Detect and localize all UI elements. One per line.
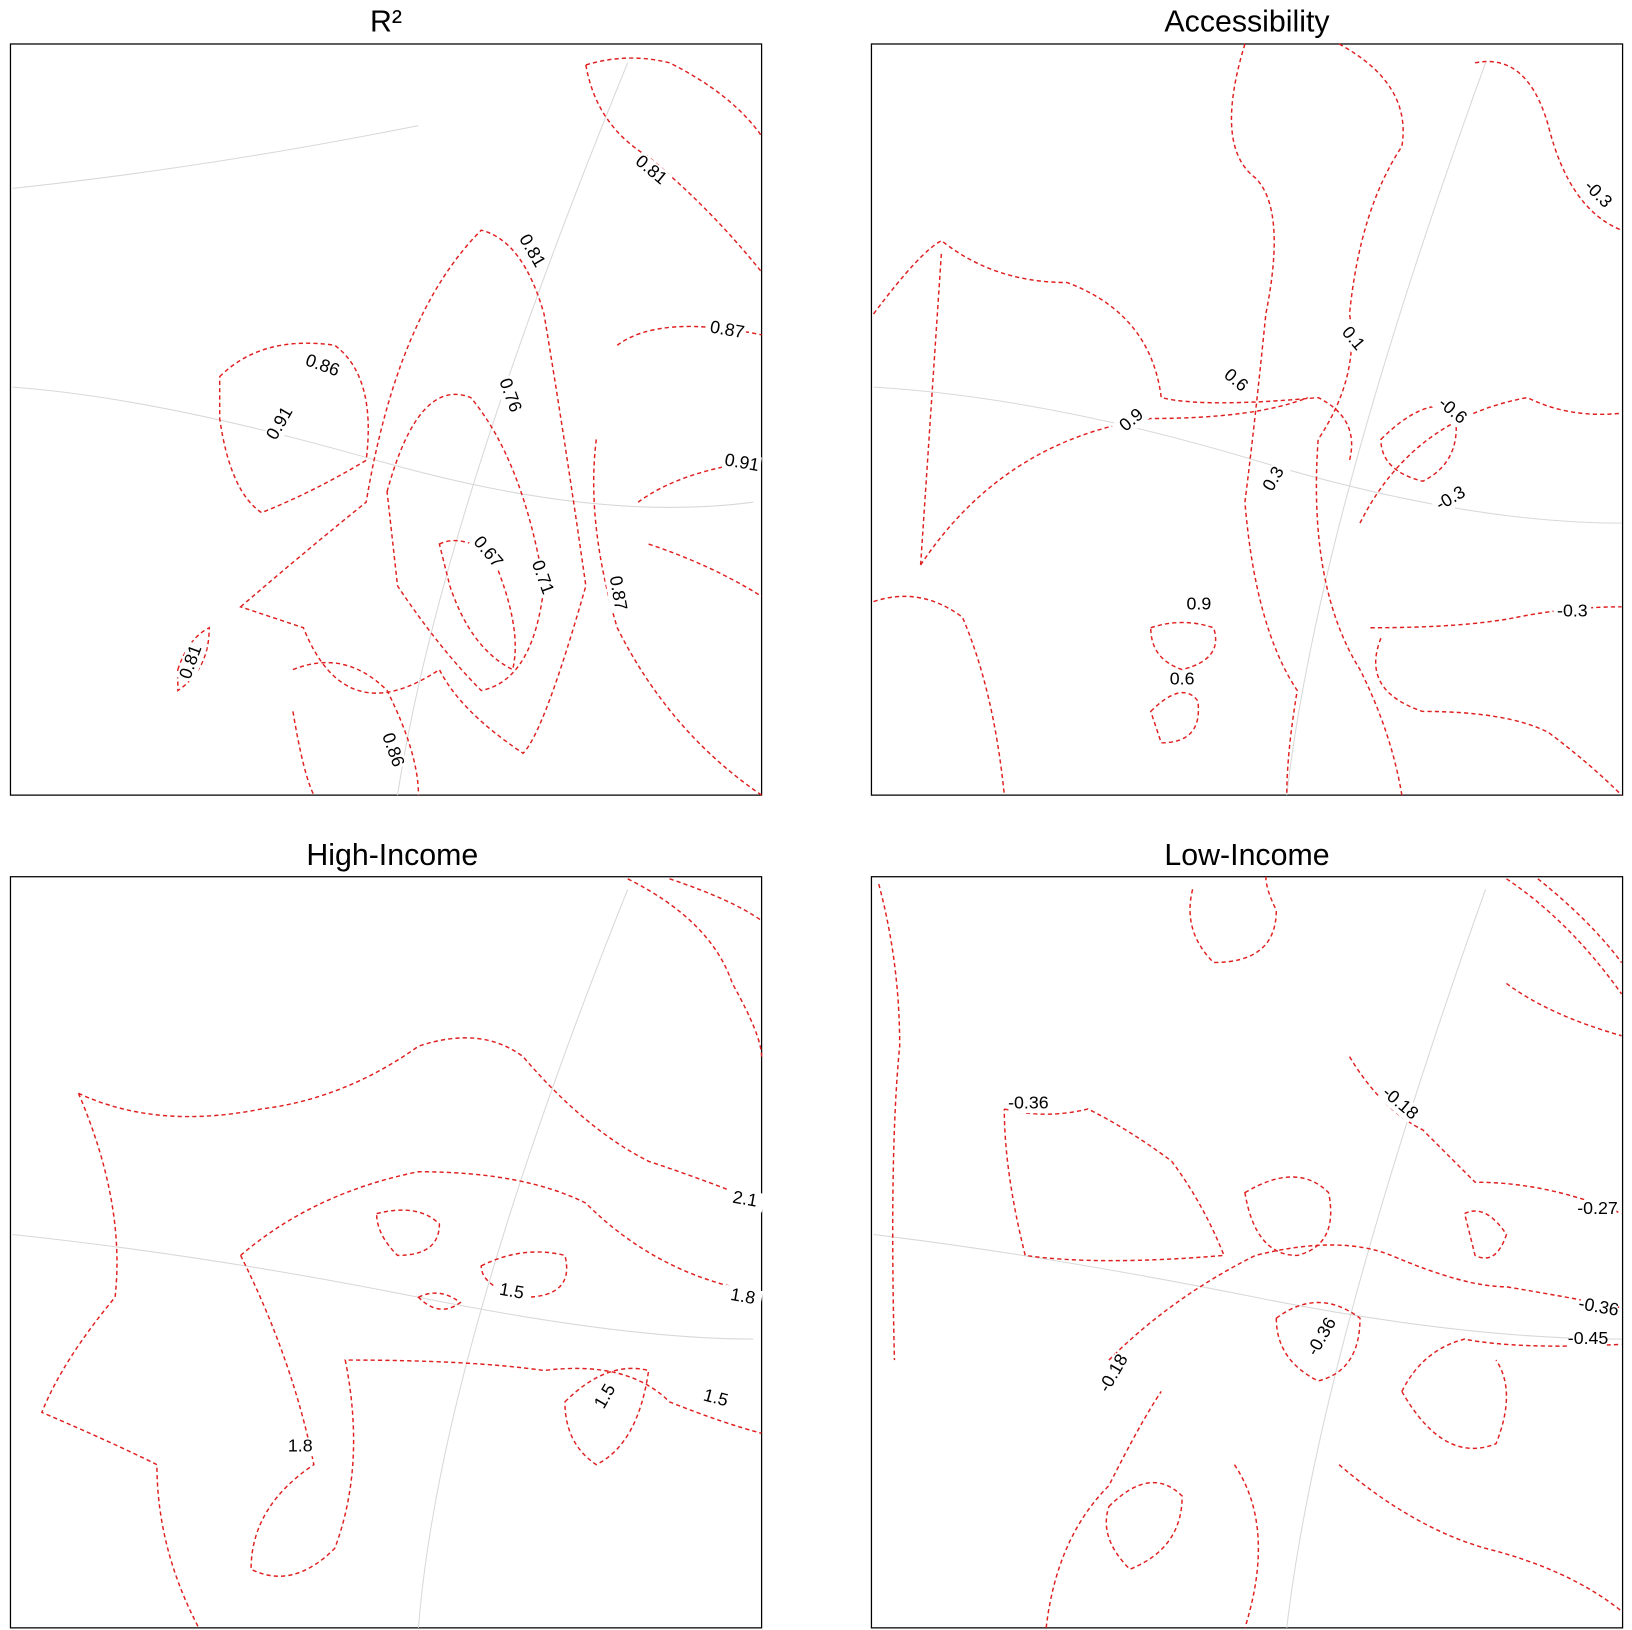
panel-low-income xyxy=(870,876,1624,1629)
contour-label: -0.18 xyxy=(1094,1350,1132,1395)
panel-high-income xyxy=(9,876,763,1629)
panel-title: R² xyxy=(370,5,402,38)
map-frame xyxy=(9,43,763,796)
label-background xyxy=(513,230,550,273)
contour-label: -0.27 xyxy=(1577,1198,1618,1218)
label-background xyxy=(377,729,408,772)
contour-label: -0.36 xyxy=(1302,1314,1340,1359)
contour-label: 2.1 xyxy=(731,1187,759,1211)
label-background xyxy=(694,1384,737,1413)
road xyxy=(12,62,754,796)
contour-label: -0.45 xyxy=(1568,1328,1609,1348)
label-background xyxy=(526,556,558,599)
panel-title: Accessibility xyxy=(1164,5,1330,38)
label-background xyxy=(1256,458,1292,501)
contour-label: -0.36 xyxy=(1577,1293,1620,1320)
label-background xyxy=(468,531,507,573)
label-background xyxy=(1379,1084,1421,1124)
label-background xyxy=(721,450,762,477)
label-background xyxy=(706,318,748,344)
label-background xyxy=(1577,174,1618,215)
contour-label: 1.5 xyxy=(498,1279,526,1303)
contour-label: -0.3 xyxy=(1557,601,1588,621)
label-background xyxy=(588,1375,624,1418)
label-background xyxy=(1429,481,1473,517)
contour-label: 0.6 xyxy=(1170,669,1195,689)
label-background xyxy=(1578,1295,1619,1321)
label-background xyxy=(604,573,630,614)
label-background xyxy=(1111,401,1153,440)
contour-label: 0.87 xyxy=(606,574,632,612)
label-background xyxy=(1304,1316,1340,1359)
label-background xyxy=(1163,670,1201,690)
label-background xyxy=(1553,602,1592,622)
contour-label: -0.36 xyxy=(1008,1092,1049,1112)
label-background xyxy=(176,641,207,684)
contour-line xyxy=(878,876,1623,1629)
label-background xyxy=(1215,361,1256,401)
label-background xyxy=(1578,1199,1617,1219)
contour-label: 1.8 xyxy=(288,1436,313,1456)
label-background xyxy=(1009,1094,1048,1114)
contour-line xyxy=(177,325,763,796)
label-background xyxy=(630,151,672,190)
contour-label: -0.18 xyxy=(1379,1082,1423,1123)
map-frame xyxy=(9,876,763,1629)
contour-label: 0.9 xyxy=(1187,593,1212,613)
label-background xyxy=(494,374,525,417)
label-background xyxy=(722,1284,763,1310)
label-background xyxy=(281,1437,320,1457)
label-background xyxy=(301,350,344,382)
road xyxy=(873,62,1622,796)
road xyxy=(12,889,754,1628)
map-frame xyxy=(870,876,1624,1629)
label-background xyxy=(491,1279,532,1305)
contour-line xyxy=(585,57,763,273)
label-background xyxy=(1333,318,1372,360)
panel-title: Low-Income xyxy=(1164,839,1329,872)
panel-accessibility xyxy=(870,43,1624,796)
contour-label: 0.87 xyxy=(709,317,747,343)
label-background xyxy=(262,402,298,445)
label-background xyxy=(1569,1329,1607,1349)
contour-line xyxy=(218,229,587,755)
contour-line xyxy=(872,43,1623,796)
road xyxy=(873,889,1622,1628)
label-background xyxy=(1180,595,1218,615)
contour-label: 1.8 xyxy=(729,1284,757,1308)
label-background xyxy=(1096,1352,1132,1395)
contour-line xyxy=(40,878,763,1629)
contour-label: 1.5 xyxy=(701,1385,730,1411)
map-frame xyxy=(870,43,1624,796)
label-background xyxy=(724,1187,766,1213)
panel-title: High-Income xyxy=(306,839,478,872)
label-background xyxy=(1431,391,1473,431)
contour-label: 0.91 xyxy=(723,449,761,475)
